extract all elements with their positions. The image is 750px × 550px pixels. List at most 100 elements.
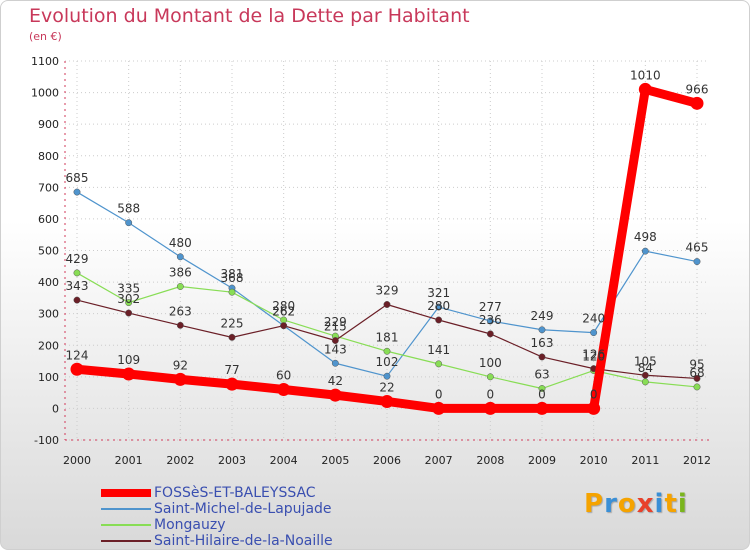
data-point (538, 385, 546, 392)
data-point (432, 401, 446, 415)
data-point (383, 372, 391, 380)
data-point (125, 299, 133, 307)
data-label: 68 (689, 366, 704, 380)
data-label: 95 (689, 357, 704, 371)
series-layer (70, 82, 704, 415)
logo-letter: x (636, 489, 655, 519)
x-tick-label: 2006 (373, 454, 401, 467)
data-label: 102 (376, 355, 399, 369)
data-label: 966 (686, 82, 709, 96)
axis-layer: -100010020030040050060070080090010001100… (31, 55, 711, 467)
data-point (380, 394, 394, 408)
x-tick-label: 2010 (580, 454, 608, 467)
data-point (228, 288, 236, 296)
data-label: 280 (427, 299, 450, 313)
data-point (693, 258, 701, 266)
data-label: 263 (169, 304, 192, 318)
data-label: 141 (427, 343, 450, 357)
data-label: 225 (221, 316, 244, 330)
logo-letter: i (654, 489, 665, 519)
data-label: 22 (379, 380, 394, 394)
data-label: 498 (634, 230, 657, 244)
data-point (125, 219, 133, 227)
x-tick-label: 2005 (321, 454, 349, 467)
data-point (277, 382, 291, 396)
data-label: 105 (634, 354, 657, 368)
data-point (435, 316, 443, 324)
x-tick-label: 2004 (270, 454, 298, 467)
data-label: 143 (324, 342, 347, 356)
x-tick-label: 2007 (425, 454, 453, 467)
data-point (693, 374, 701, 382)
data-label: 126 (582, 348, 605, 362)
x-tick-label: 2002 (166, 454, 194, 467)
legend-label: Saint-Hilaire-de-la-Noaille (154, 533, 333, 549)
data-label: 0 (538, 387, 546, 401)
data-point (486, 373, 494, 381)
data-label: 240 (582, 312, 605, 326)
legend-swatch (101, 489, 151, 497)
x-tick-label: 2012 (683, 454, 711, 467)
data-label: 429 (66, 252, 89, 266)
y-tick-label: 1000 (31, 87, 59, 100)
legend-swatch (101, 524, 151, 526)
y-tick-label: 500 (38, 245, 59, 258)
data-point (280, 322, 288, 330)
data-label: 1010 (630, 68, 661, 82)
data-label-layer: 124 109 92 77 60 42 22 0 0 0 0 1010 966 685 588 480 381 2… (66, 68, 709, 401)
data-label: 109 (117, 353, 140, 367)
data-point (331, 337, 339, 344)
x-tick-label: 2011 (631, 454, 659, 467)
y-tick-label: -100 (34, 434, 59, 447)
data-label: 100 (479, 356, 502, 370)
data-label: 277 (479, 300, 502, 314)
y-tick-label: 1100 (31, 55, 59, 68)
data-point (538, 353, 546, 361)
data-label: 280 (272, 299, 295, 313)
data-point (73, 296, 81, 304)
data-label: 329 (376, 284, 399, 298)
data-point (486, 330, 494, 338)
data-label: 0 (590, 387, 598, 401)
y-tick-label: 0 (52, 402, 59, 415)
legend-label: Saint-Michel-de-Lapujade (154, 501, 332, 517)
y-tick-label: 800 (38, 150, 59, 163)
data-point (641, 247, 649, 255)
y-tick-label: 200 (38, 339, 59, 352)
data-label: 368 (221, 271, 244, 285)
data-label: 262 (272, 305, 295, 319)
data-label: 335 (117, 282, 140, 296)
data-label: 42 (328, 374, 343, 388)
data-point (641, 378, 649, 386)
data-point (483, 401, 497, 415)
data-point (73, 188, 81, 196)
logo-letter: r (604, 489, 618, 519)
data-point (225, 377, 239, 391)
data-point (486, 317, 494, 325)
data-point (590, 329, 598, 337)
data-point (331, 359, 339, 367)
data-point (538, 326, 546, 334)
legend-swatch (101, 540, 151, 542)
data-label: 181 (376, 330, 399, 344)
x-tick-label: 2008 (476, 454, 504, 467)
y-tick-label: 400 (38, 276, 59, 289)
data-label: 0 (487, 387, 495, 401)
x-tick-label: 2009 (528, 454, 556, 467)
data-point (587, 401, 601, 415)
data-point (173, 372, 187, 386)
data-label: 60 (276, 368, 291, 382)
y-tick-label: 600 (38, 213, 59, 226)
data-point (176, 253, 184, 261)
data-point (383, 347, 391, 355)
data-label: 302 (117, 292, 140, 306)
logo-letter: i (677, 489, 688, 519)
y-tick-label: 700 (38, 181, 59, 194)
logo-letter: P (584, 489, 605, 519)
data-label: 465 (686, 241, 709, 255)
data-label: 480 (169, 236, 192, 250)
data-label: 321 (427, 286, 450, 300)
data-point (70, 362, 84, 376)
x-tick-label: 2003 (218, 454, 246, 467)
